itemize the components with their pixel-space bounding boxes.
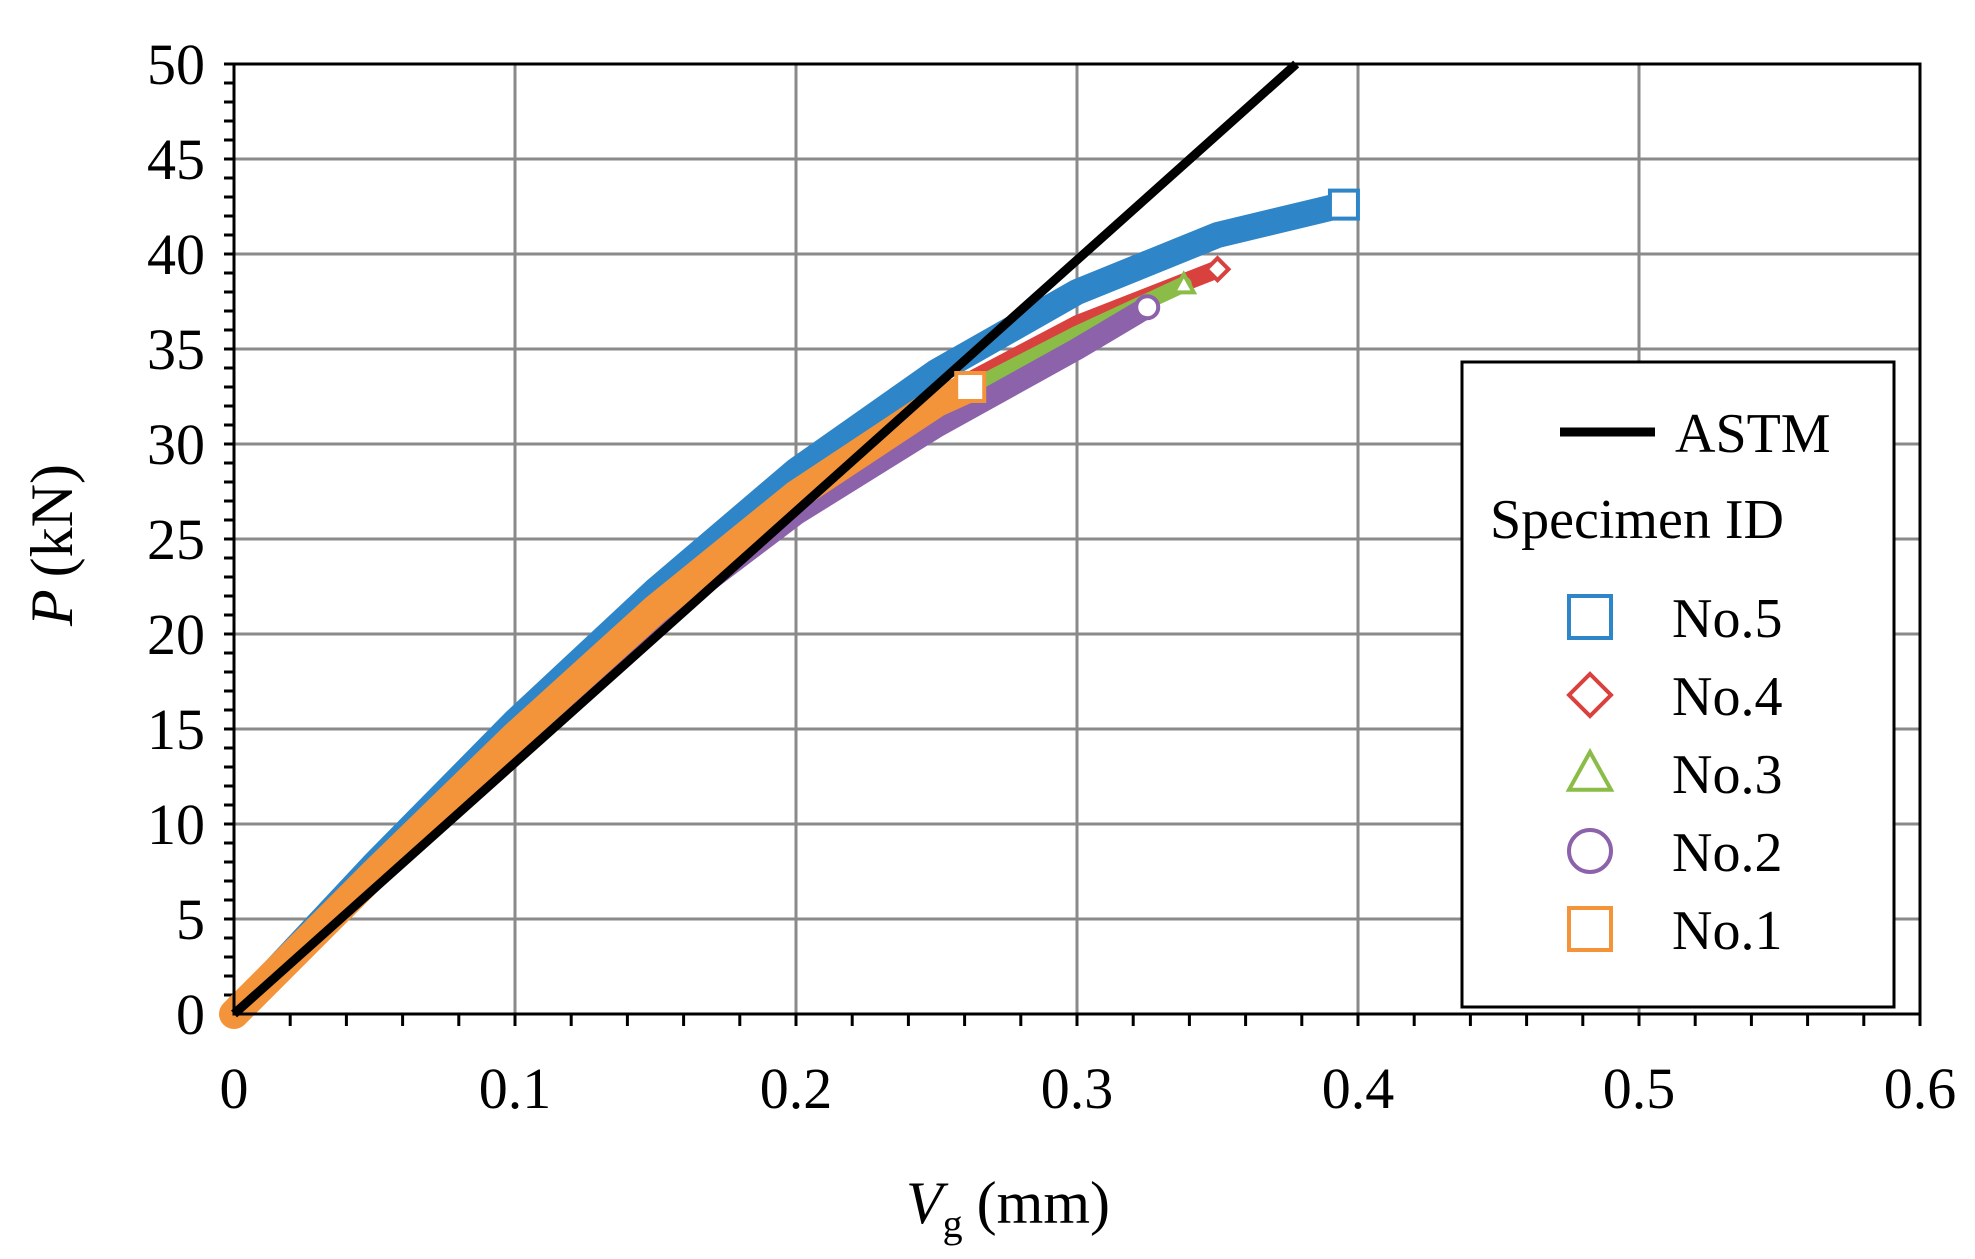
y-tick-labels: 0 5 10 15 20 25 30 35 40 45 50 bbox=[147, 32, 205, 1047]
legend-marker-No5 bbox=[1567, 594, 1613, 640]
reference-layer bbox=[231, 60, 1300, 1018]
x-tick-label: 0.5 bbox=[1603, 1056, 1676, 1121]
legend-label-No1: No.1 bbox=[1672, 900, 1782, 962]
series-No1-band bbox=[219, 372, 986, 1029]
x-tick-label: 0.1 bbox=[479, 1056, 552, 1121]
y-tick-label: 50 bbox=[147, 32, 205, 97]
y-tick-label: 5 bbox=[176, 887, 205, 952]
legend-heading: Specimen ID bbox=[1490, 489, 1784, 551]
legend: ASTM Specimen ID No.5 No.4 No.3 No.2 No.1 bbox=[1460, 360, 1896, 1009]
y-tick-label: 20 bbox=[147, 602, 205, 667]
marker-layer bbox=[954, 188, 1360, 403]
legend-label-No4: No.4 bbox=[1672, 666, 1782, 728]
series-layer bbox=[219, 191, 1357, 1029]
y-axis-title-main: P bbox=[19, 589, 85, 627]
x-axis-title-main: V bbox=[906, 1170, 949, 1236]
x-axis-title: Vg (mm) bbox=[906, 1170, 1110, 1246]
x-tick-label: 0.4 bbox=[1322, 1056, 1395, 1121]
series-No3-endpoint bbox=[1170, 270, 1198, 295]
x-tick-label: 0.6 bbox=[1884, 1056, 1957, 1121]
y-axis-title: P (kN) bbox=[19, 464, 85, 627]
y-tick-label: 0 bbox=[176, 982, 205, 1047]
series-No2-endpoint bbox=[1134, 294, 1161, 321]
y-tick-label: 10 bbox=[147, 792, 205, 857]
x-tick-label: 0.3 bbox=[1041, 1056, 1114, 1121]
y-tick-label: 30 bbox=[147, 412, 205, 477]
legend-marker-No1 bbox=[1567, 906, 1613, 952]
legend-label-No5: No.5 bbox=[1672, 588, 1782, 650]
x-tick-label: 0.2 bbox=[760, 1056, 833, 1121]
legend-astm-label: ASTM bbox=[1675, 403, 1831, 465]
plot-frame bbox=[232, 62, 1922, 1016]
legend-label-No2: No.2 bbox=[1672, 822, 1782, 884]
y-tick-label: 35 bbox=[147, 317, 205, 382]
y-tick-label: 15 bbox=[147, 697, 205, 762]
x-tick-label: 0 bbox=[220, 1056, 249, 1121]
y-tick-label: 45 bbox=[147, 127, 205, 192]
series-No5-endpoint bbox=[1327, 188, 1360, 221]
legend-marker-No4 bbox=[1566, 671, 1614, 719]
series-No1-endpoint bbox=[954, 371, 987, 403]
series-No4-endpoint bbox=[1203, 255, 1232, 284]
x-tick-labels: 0 0.1 0.2 0.3 0.4 0.5 0.6 bbox=[220, 1056, 1957, 1121]
legend-box bbox=[1460, 360, 1896, 1009]
x-axis-title-unit: (mm) bbox=[977, 1170, 1110, 1236]
legend-label-No3: No.3 bbox=[1672, 744, 1782, 806]
y-tick-label: 40 bbox=[147, 222, 205, 287]
y-tick-label: 25 bbox=[147, 507, 205, 572]
legend-items: No.5 No.4 No.3 No.2 No.1 bbox=[1565, 588, 1782, 962]
minor-ticks bbox=[224, 62, 1922, 1026]
legend-marker-No2 bbox=[1567, 828, 1613, 874]
astm-reference-line bbox=[231, 60, 1300, 1018]
x-axis-title-sub: g bbox=[943, 1201, 963, 1246]
y-axis-title-unit: (kN) bbox=[19, 464, 85, 577]
legend-marker-No3 bbox=[1565, 747, 1615, 792]
